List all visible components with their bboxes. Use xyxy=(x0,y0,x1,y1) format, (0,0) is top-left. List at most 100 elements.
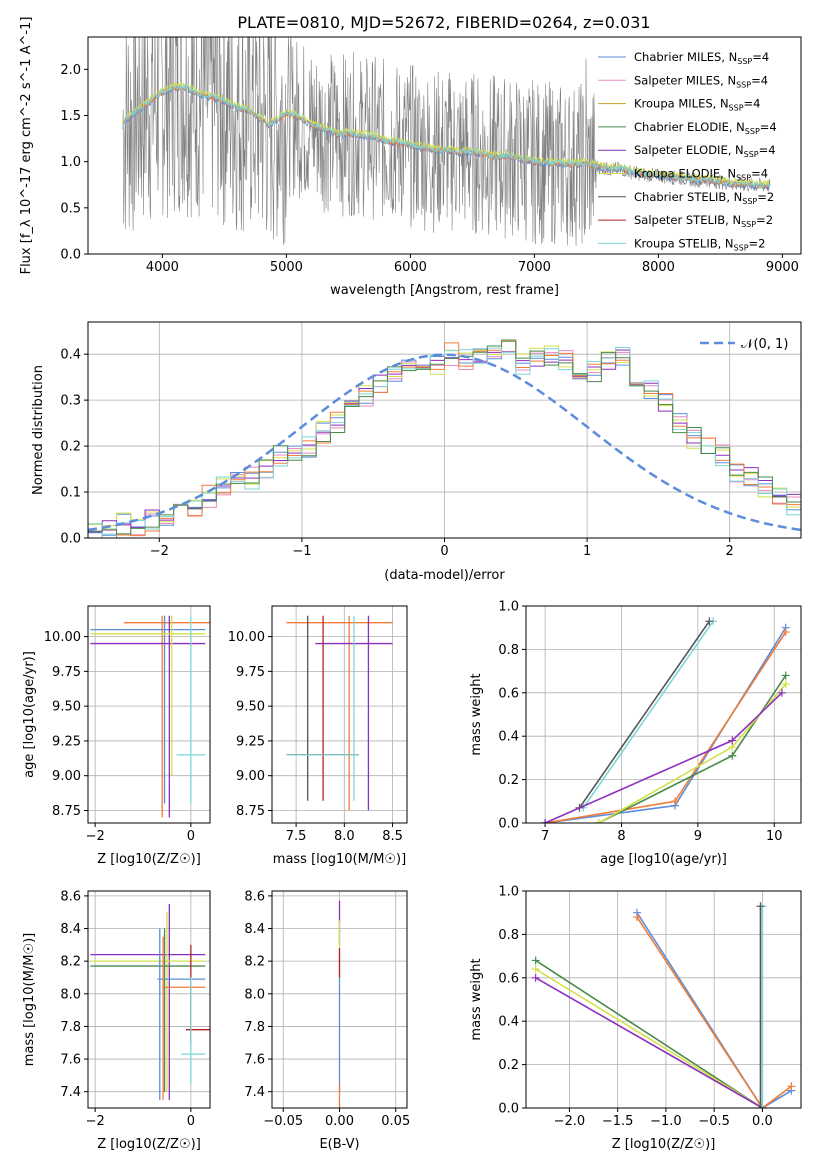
weight-series xyxy=(535,968,763,1108)
legend-label: Chabrier ELODIE, NSSP=4 xyxy=(634,120,777,136)
y-tick-label: 7.6 xyxy=(60,1053,81,1068)
plot-area xyxy=(286,615,393,811)
point-marker xyxy=(781,680,790,689)
x-tick-label: −0.05 xyxy=(263,1114,303,1129)
panel-spectrum: 4000 5000 6000 7000 8000 9000 0.0 0.5 1.0 1.5 2.0 F… xyxy=(19,17,802,298)
x-tick-label: −1 xyxy=(292,544,311,559)
panel-weight-vs-Z: −2.0 −1.5 −1.0 −0.5 0.0 0.0 0.2 0.4 0.6 0.8 1.0 mas… xyxy=(469,885,802,1152)
x-tick-label: 6000 xyxy=(394,260,427,275)
y-tick-label: 8.0 xyxy=(60,987,81,1002)
plot-area xyxy=(541,617,790,823)
point-marker xyxy=(756,902,765,911)
y-tick-label: 1.0 xyxy=(498,600,519,615)
x-tick-label: 2 xyxy=(726,544,734,559)
axes-frame xyxy=(87,605,211,824)
x-tick-label: −1.0 xyxy=(650,1114,682,1129)
y-tick-label: 2.0 xyxy=(60,63,81,78)
y-tick-label: 0.0 xyxy=(498,817,519,832)
x-tick-label: 4000 xyxy=(146,260,179,275)
x-tick-label: 0 xyxy=(187,829,195,844)
observed-spectrum xyxy=(122,37,771,247)
y-tick-label: 10.00 xyxy=(228,630,265,645)
y-tick-label: 7.8 xyxy=(244,1020,265,1035)
x-tick-label: 0 xyxy=(187,1114,195,1129)
point-marker xyxy=(787,1082,796,1091)
model-spectrum xyxy=(122,83,771,189)
axes-frame xyxy=(525,605,802,824)
panel-mass-vs-ebv: −0.05 0.00 0.05 7.4 7.6 7.8 8.0 8.2 8.4 8.6 E(B-V) xyxy=(244,889,410,1152)
y-tick-label: 1.5 xyxy=(60,109,81,124)
y-tick-label: 9.75 xyxy=(236,665,265,680)
y-tick-label: 0.4 xyxy=(498,1015,519,1030)
y-tick-label: 9.50 xyxy=(52,700,81,715)
x-axis-label: E(B-V) xyxy=(319,1137,359,1152)
x-tick-label: 0.05 xyxy=(381,1114,410,1129)
x-tick-label: −2.0 xyxy=(554,1114,586,1129)
x-axis-label: Z [log10(Z/Z☉)] xyxy=(97,1137,201,1152)
x-tick-label: 8000 xyxy=(642,260,675,275)
x-tick-label: 7000 xyxy=(518,260,551,275)
panel-weight-vs-age: 7 8 9 10 0.0 0.2 0.4 0.6 0.8 1.0 mass weight age [l… xyxy=(469,600,802,867)
point-marker xyxy=(781,671,790,680)
y-tick-label: 0.2 xyxy=(60,440,81,455)
x-tick-label: −2 xyxy=(86,1114,105,1129)
x-axis-label: Z [log10(Z/Z☉)] xyxy=(612,1137,716,1152)
y-tick-label: 0.8 xyxy=(498,928,519,943)
x-axis-label: mass [log10(M/M☉)] xyxy=(273,852,406,867)
point-marker xyxy=(531,956,540,965)
y-tick-label: 9.25 xyxy=(52,734,81,749)
axes-frame xyxy=(271,605,408,824)
panel-age-vs-mass: 7.5 8.0 8.5 8.75 9.00 9.25 9.50 9.75 10.00 mass [… xyxy=(228,605,408,867)
point-marker xyxy=(781,628,790,637)
x-axis-label: Z [log10(Z/Z☉)] xyxy=(97,852,201,867)
legend-label: Kroupa STELIB, NSSP=2 xyxy=(634,236,765,252)
y-axis-label: Normed distribution xyxy=(31,365,46,495)
y-axis-label: mass weight xyxy=(469,673,484,755)
y-tick-label: 0.0 xyxy=(498,1102,519,1117)
y-tick-label: 8.6 xyxy=(60,889,81,904)
point-marker xyxy=(632,913,641,922)
y-tick-label: 0.0 xyxy=(60,532,81,547)
axes-frame xyxy=(525,890,802,1109)
y-tick-label: 8.75 xyxy=(52,804,81,819)
y-tick-label: 8.4 xyxy=(60,922,81,937)
point-marker xyxy=(777,688,786,697)
x-tick-label: 1 xyxy=(583,544,591,559)
plot-area xyxy=(531,902,796,1108)
y-tick-label: 9.75 xyxy=(52,665,81,680)
y-tick-label: 1.0 xyxy=(498,885,519,900)
weight-series xyxy=(598,683,787,823)
y-tick-label: 0.0 xyxy=(60,248,81,263)
y-tick-label: 10.00 xyxy=(44,630,81,645)
x-tick-label: 5000 xyxy=(270,260,303,275)
point-marker xyxy=(531,973,540,982)
y-tick-label: 7.8 xyxy=(60,1020,81,1035)
histogram-series xyxy=(116,340,801,538)
y-tick-label: 0.8 xyxy=(498,643,519,658)
point-marker xyxy=(728,736,737,745)
histogram-series xyxy=(101,350,801,538)
weight-series xyxy=(578,620,710,809)
x-tick-label: 9000 xyxy=(766,260,799,275)
x-tick-label: 0.0 xyxy=(752,1114,773,1129)
y-tick-label: 0.6 xyxy=(498,686,519,701)
legend-label: 𝒩(0, 1) xyxy=(741,337,788,352)
plot-area xyxy=(122,37,771,247)
y-tick-label: 8.4 xyxy=(244,922,265,937)
y-tick-label: 7.4 xyxy=(244,1085,265,1100)
legend-label: Salpeter ELODIE, NSSP=4 xyxy=(634,143,776,159)
point-marker xyxy=(705,617,714,626)
x-tick-label: 0.00 xyxy=(325,1114,354,1129)
x-tick-label: 0 xyxy=(440,544,448,559)
x-tick-label: 8.0 xyxy=(334,829,355,844)
histogram-series xyxy=(88,347,801,535)
y-tick-label: 0.5 xyxy=(60,201,81,216)
weight-series xyxy=(582,620,714,809)
legend-label: Chabrier MILES, NSSP=4 xyxy=(634,50,769,66)
y-tick-label: 8.75 xyxy=(236,804,265,819)
point-marker xyxy=(531,965,540,974)
point-marker xyxy=(758,1104,767,1108)
point-marker xyxy=(756,1104,765,1108)
x-tick-label: −2 xyxy=(86,829,105,844)
